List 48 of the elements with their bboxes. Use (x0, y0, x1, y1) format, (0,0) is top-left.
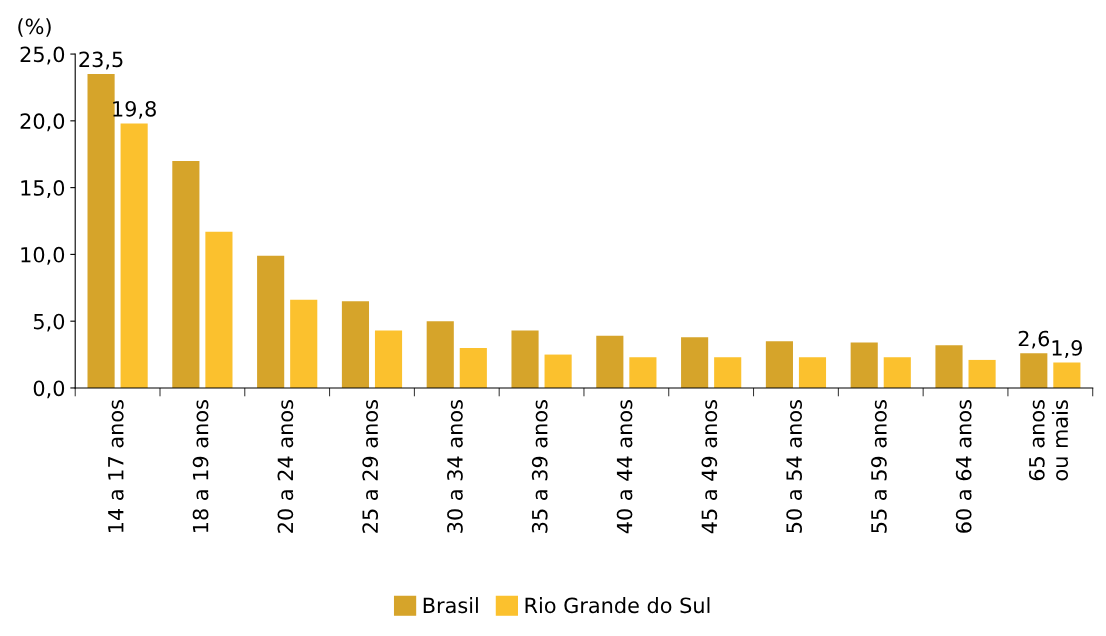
bar (714, 357, 742, 388)
bar (1020, 353, 1048, 388)
bar (257, 255, 285, 388)
bar (341, 301, 370, 388)
bar (629, 357, 657, 388)
bar (544, 354, 572, 388)
y-tick-label: 20,0 (20, 113, 65, 132)
legend-label: Rio Grande do Sul (525, 597, 710, 614)
x-tick-label: 40 a 44 anos (616, 400, 633, 534)
x-tick-label: 25 a 29 anos (362, 400, 379, 533)
x-tick-label: 45 a 49 anos (701, 400, 718, 534)
x-tick-label: 18 a 19 anos (192, 400, 209, 532)
bar (511, 330, 539, 388)
y-tick-label: 10,0 (21, 246, 65, 265)
x-tick-label: 60 a 64 anos (955, 400, 972, 533)
bar (798, 357, 827, 388)
y-tick-label: 15,0 (21, 180, 65, 198)
y-axis-title: (%) (18, 18, 51, 37)
y-tick-label: 0,0 (33, 380, 65, 399)
x-tick-label: 30 a 34 anos (447, 400, 463, 533)
bar (374, 330, 403, 388)
bar (1053, 362, 1081, 388)
x-tick-label: 35 a 39 anos (531, 400, 548, 533)
bar (935, 345, 963, 388)
bar (968, 359, 996, 388)
data-label: 23,5 (79, 51, 123, 70)
y-tick-label: 25,0 (20, 46, 65, 65)
bar (172, 160, 200, 388)
bar (596, 335, 624, 388)
bar (205, 231, 233, 388)
x-tick-label: 50 a 54 anos (786, 400, 802, 533)
bar (120, 123, 148, 388)
y-tick-label: 5,0 (33, 313, 65, 332)
bar (87, 74, 115, 388)
bar (681, 337, 709, 388)
x-tick-label: 55 a 59 anos (871, 400, 887, 533)
bar (290, 299, 318, 388)
x-tick-label: 14 a 17 anos (108, 400, 124, 532)
bar (459, 347, 487, 388)
x-tick-label: 65 anos ou mais (1028, 400, 1069, 481)
bar (850, 342, 878, 388)
bar (765, 341, 793, 388)
data-label: 2,6 (1018, 330, 1050, 349)
data-label: 1,9 (1052, 340, 1082, 358)
bar (426, 321, 454, 388)
bar (883, 357, 911, 388)
legend-label: Brasil (423, 597, 478, 614)
x-tick-label: 20 a 24 anos (277, 400, 294, 533)
